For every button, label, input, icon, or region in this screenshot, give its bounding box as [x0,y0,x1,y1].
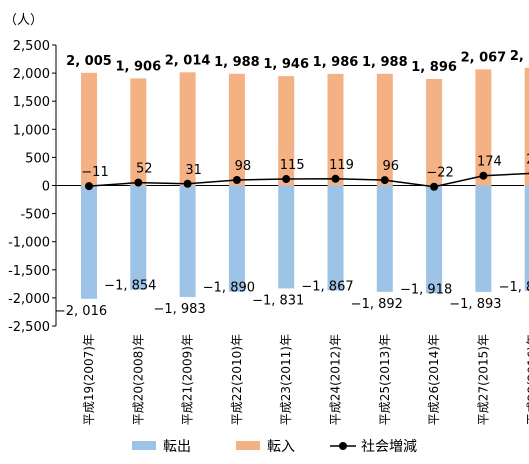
net-change-point [479,172,487,180]
outflow-data-label: −1, 893 [449,297,501,312]
inflow-data-label: 1, 988 [362,55,408,70]
bar-outflow [475,186,491,292]
net-change-point [85,182,93,190]
net-change-point [184,180,192,188]
x-category-label: 平成21(2009)年 [181,334,195,425]
net-change-data-label: 174 [477,155,502,170]
net-change-data-label: 115 [280,158,305,173]
outflow-data-label: −1, 918 [400,282,452,297]
bar-inflow [525,68,529,186]
y-tick-label: -2,500 [8,320,50,335]
inflow-data-label: 1, 946 [263,57,309,72]
legend-outflow-swatch [132,441,156,450]
legend-outflow-label: 転出 [163,439,191,455]
y-tick-label: -500 [20,208,50,223]
bar-outflow [81,186,97,299]
bar-outflow [426,186,442,294]
x-category-label: 平成20(2008)年 [131,334,145,425]
inflow-data-label: 2, 067 [461,50,507,65]
x-category-label: 平成23(2011)年 [279,334,293,425]
legend-inflow-swatch [236,441,260,450]
y-axis-unit-label: （人） [4,13,43,28]
y-tick-label: -1,500 [8,264,50,279]
legend-inflow-label: 転入 [267,439,295,455]
y-tick-label: 2,500 [13,39,50,54]
y-tick-label: 1,500 [13,95,50,110]
bar-outflow [180,186,196,297]
bar-outflow [525,186,529,291]
outflow-data-label: −1, 892 [351,297,403,312]
y-tick-label: 2,000 [13,67,50,82]
legend-net-change-swatch-marker [339,442,347,450]
net-change-line [89,173,529,186]
bar-outflow [377,186,393,292]
net-change-point [282,175,290,183]
inflow-data-label: 1, 988 [214,55,260,70]
net-change-data-label: −22 [426,166,453,181]
x-category-label: 平成25(2013)年 [378,334,392,425]
bar-outflow [278,186,294,289]
net-change-data-label: 96 [383,159,400,174]
net-change-point [381,176,389,184]
outflow-data-label: −1, 854 [104,279,156,294]
y-tick-label: 500 [25,151,50,166]
net-change-data-label: 31 [185,163,202,178]
net-change-data-label: −11 [81,165,108,180]
inflow-data-label: 1, 896 [411,60,457,75]
y-tick-label: 1,000 [13,123,50,138]
net-change-point [134,179,142,187]
legend-inflow: 転入 [236,439,295,455]
y-tick-label: -2,000 [8,292,50,307]
x-category-label: 平成24(2012)年 [329,334,343,425]
inflow-data-label: 2, 014 [165,53,211,68]
x-category-label: 平成22(2010)年 [230,334,244,425]
legend-net-change: 社会増減 [330,438,417,455]
outflow-data-label: −1, 983 [153,302,205,317]
outflow-data-label: −1, 831 [252,293,304,308]
outflow-data-label: −1, 890 [203,281,255,296]
inflow-data-label: 1, 986 [313,55,359,70]
bar-outflow [328,186,344,291]
inflow-data-label: 2, 095 [510,49,529,64]
net-change-point [233,176,241,184]
net-change-point [332,175,340,183]
net-change-point [430,183,438,191]
x-category-label: 平成26(2014)年 [427,334,441,425]
outflow-data-label: −1, 877 [499,280,529,295]
outflow-data-label: −2, 016 [55,304,107,319]
outflow-data-label: −1, 867 [301,279,353,294]
y-tick-label: 0 [42,180,50,195]
x-category-label: 平成19(2007)年 [82,334,96,425]
y-tick-label: -1,000 [8,236,50,251]
net-change-data-label: 98 [235,159,252,174]
legend-net-change-label: 社会増減 [361,438,417,455]
inflow-data-label: 1, 906 [115,59,161,74]
x-category-label: 平成27(2015)年 [476,334,490,425]
net-change-data-label: 52 [136,162,153,177]
bar-outflow [229,186,245,292]
net-change-data-label: 119 [329,158,354,173]
bar-outflow [130,186,146,290]
legend-outflow: 転出 [132,439,191,455]
inflow-data-label: 2, 005 [66,54,112,69]
